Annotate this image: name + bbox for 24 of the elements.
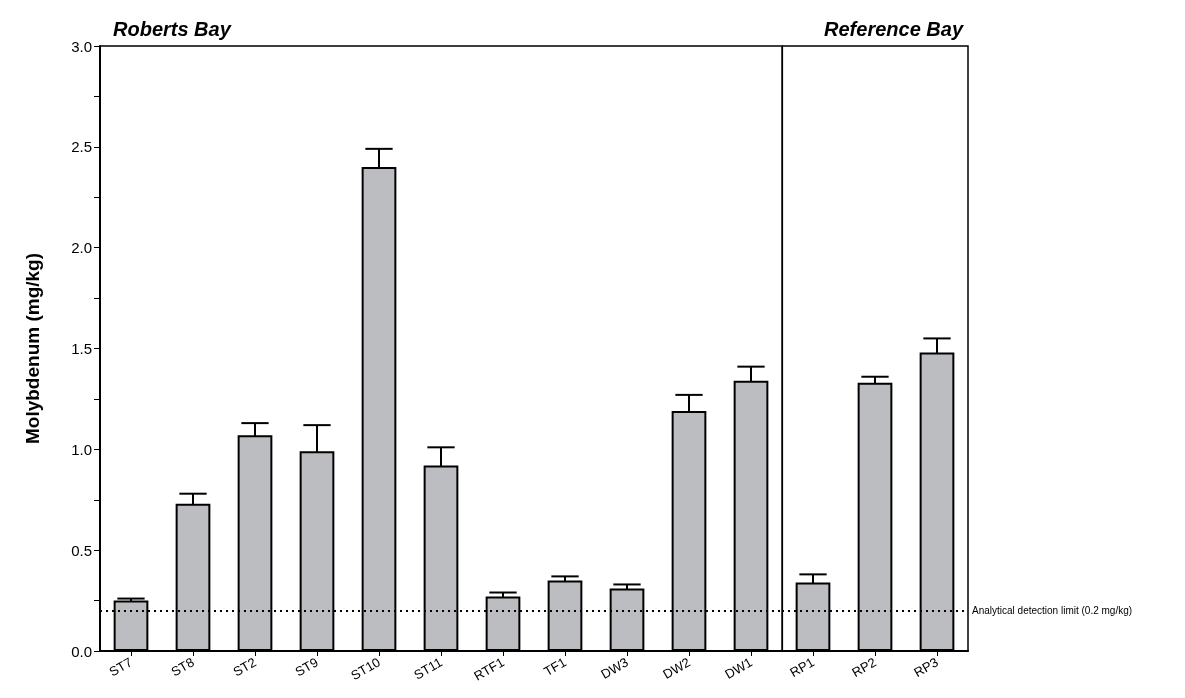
y-tick-label: 0.5 xyxy=(71,541,92,559)
x-tick-label: ST2 xyxy=(230,654,259,680)
x-tick-label: RP1 xyxy=(787,654,817,681)
y-axis-title: Molybdenum (mg/kg) xyxy=(22,252,43,445)
x-tick-label: DW3 xyxy=(598,654,631,682)
y-tick-label: 3.0 xyxy=(71,37,92,55)
x-tick-label: ST11 xyxy=(411,654,445,683)
x-tick-label: ST10 xyxy=(348,654,383,684)
x-tick-label: RP3 xyxy=(911,654,941,681)
x-tick-label: TF1 xyxy=(541,654,569,680)
y-tick-label: 2.0 xyxy=(71,239,92,257)
x-tick-label: DW2 xyxy=(660,654,693,682)
y-tick-label: 0.0 xyxy=(71,642,92,660)
ref-line-label: Analytical detection limit (0.2 mg/kg) xyxy=(972,605,1133,617)
x-tick-label: ST9 xyxy=(292,654,321,680)
x-tick-label: RP2 xyxy=(849,654,879,681)
chart-title: Roberts Bay xyxy=(113,18,232,40)
y-tick-label: 2.5 xyxy=(71,138,92,156)
y-tick-label: 1.0 xyxy=(71,440,92,458)
y-tick-label: 1.5 xyxy=(71,340,92,357)
x-tick-label: ST7 xyxy=(106,654,135,680)
chart-title: Reference Bay xyxy=(824,18,964,40)
x-tick-label: DW1 xyxy=(722,654,755,682)
x-tick-label: ST8 xyxy=(168,654,197,680)
